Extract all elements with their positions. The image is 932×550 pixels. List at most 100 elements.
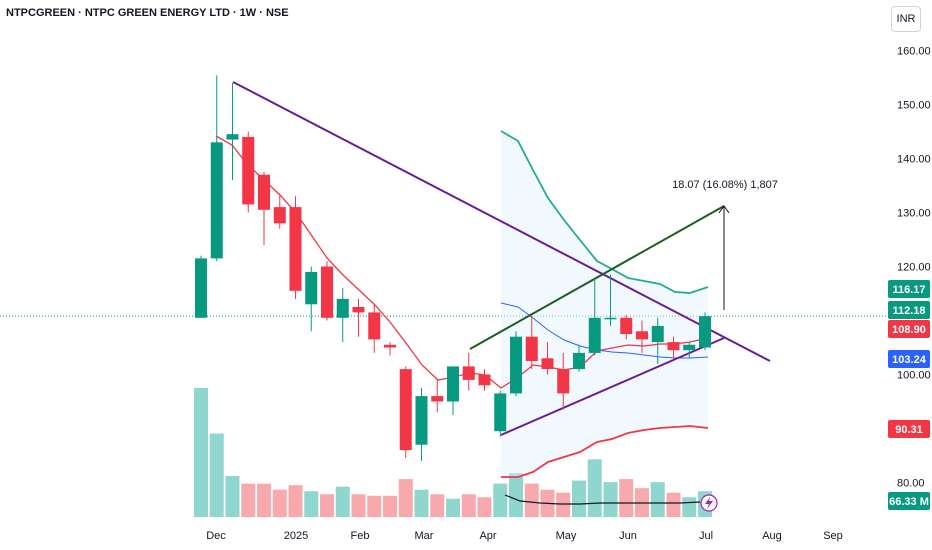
candle-body — [399, 369, 412, 451]
candle-body — [415, 396, 428, 445]
measure-arrow — [718, 205, 730, 214]
candle-body — [699, 316, 711, 348]
candle-body — [636, 331, 648, 340]
volume-bar — [209, 433, 224, 517]
y-tick-label: 150.00 — [897, 100, 931, 112]
volume-bar — [288, 485, 303, 517]
measure-label: 18.07 (16.08%) 1,807 — [672, 179, 778, 191]
volume-bar — [383, 495, 397, 517]
candle-body — [494, 393, 507, 432]
blue-ma-line — [500, 302, 709, 359]
volume-bar — [225, 476, 240, 517]
price-badges: 116.17 112.18 108.90 103.24 90.31 66.33 M — [888, 280, 930, 510]
x-tick-label: 2025 — [284, 530, 308, 542]
candle-body — [510, 336, 522, 394]
candle-body — [573, 352, 585, 370]
candle-body — [305, 271, 318, 305]
volume-bars — [194, 388, 718, 517]
volume-bar — [241, 483, 256, 517]
y-tick-label: 160.00 — [897, 46, 931, 58]
y-tick-label: 130.00 — [897, 208, 931, 220]
x-tick-label: Feb — [351, 530, 370, 542]
candle-body — [336, 298, 349, 318]
candle-body — [352, 307, 365, 313]
trendline-support — [500, 337, 725, 436]
band-fill — [501, 131, 708, 477]
candle-body — [525, 336, 538, 361]
indicator-lines — [215, 130, 709, 478]
volume-bar — [194, 388, 208, 517]
volume-bar — [461, 494, 476, 517]
candle-body — [620, 317, 633, 334]
price-badge-label: 103.24 — [892, 354, 927, 366]
candle-body — [667, 342, 680, 351]
volume-bar — [682, 497, 697, 517]
price-axis: 160.00 150.00 140.00 130.00 120.00 100.00 80.0… — [897, 46, 931, 490]
x-tick-label: Jul — [699, 530, 713, 542]
candle-body — [321, 266, 333, 318]
candle-body — [588, 317, 601, 353]
candle-body — [431, 396, 444, 402]
candle-body — [651, 325, 664, 343]
candlesticks — [195, 75, 711, 461]
volume-bar — [257, 483, 271, 517]
volume-bar — [335, 486, 350, 517]
price-badge — [888, 301, 930, 319]
price-badge-label: 90.31 — [895, 424, 923, 436]
candle-body — [604, 317, 617, 320]
volume-bar — [477, 497, 492, 517]
candle-body — [541, 358, 554, 370]
time-axis: Dec 2025 Feb Mar Apr May Jun Jul Aug Sep — [206, 530, 843, 542]
candle-body — [289, 207, 302, 291]
upper-band-line — [500, 130, 709, 294]
candle-body — [226, 134, 239, 140]
channel-upper-line — [469, 205, 725, 350]
trendline-down — [232, 81, 771, 362]
candle-body — [273, 207, 286, 224]
x-tick-label: Mar — [415, 530, 434, 542]
price-badge — [888, 320, 930, 338]
price-badge-label: 116.17 — [892, 284, 925, 296]
x-tick-label: Aug — [762, 530, 782, 542]
candle-body — [683, 344, 696, 351]
x-tick-label: Apr — [479, 530, 496, 542]
volume-bar — [320, 494, 334, 517]
x-tick-label: May — [556, 530, 577, 542]
candle-body — [557, 369, 570, 394]
price-badge — [888, 350, 930, 368]
chart-title: NTPCGREEN · NTPC GREEN ENERGY LTD · 1W ·… — [6, 7, 289, 19]
price-badge-label: 66.33 M — [889, 496, 929, 508]
volume-bar — [556, 492, 571, 517]
drawing-tools: 18.07 (16.08%) 1,807 — [232, 81, 778, 436]
candle-body — [368, 312, 381, 340]
volume-bar — [524, 483, 539, 517]
price-badge-label: 108.90 — [892, 324, 926, 336]
volume-bar — [304, 491, 319, 517]
candle-body — [384, 344, 396, 348]
x-tick-label: Dec — [206, 530, 226, 542]
volume-bar — [650, 482, 665, 517]
price-badge — [888, 280, 930, 298]
volume-bar — [666, 492, 681, 517]
currency-button[interactable]: INR — [891, 6, 921, 32]
volume-bar — [509, 472, 523, 517]
volume-bar — [272, 489, 287, 517]
x-tick-label: Jun — [619, 530, 637, 542]
candle-body — [478, 374, 491, 386]
candle-body — [195, 258, 207, 318]
y-tick-label: 120.00 — [897, 262, 931, 274]
lightning-bolt — [705, 497, 713, 509]
candle-body — [447, 366, 459, 402]
price-badge-label: 112.18 — [892, 305, 925, 317]
candle-body — [462, 366, 475, 380]
candle-body — [258, 174, 270, 210]
lower-band-line — [501, 425, 709, 478]
candle-body — [242, 136, 255, 205]
volume-bar — [398, 479, 413, 517]
volume-bar — [414, 489, 429, 517]
volume-bar — [367, 495, 382, 517]
volume-bar — [493, 483, 508, 517]
x-tick-label: Sep — [823, 530, 843, 542]
price-badge — [888, 492, 930, 510]
